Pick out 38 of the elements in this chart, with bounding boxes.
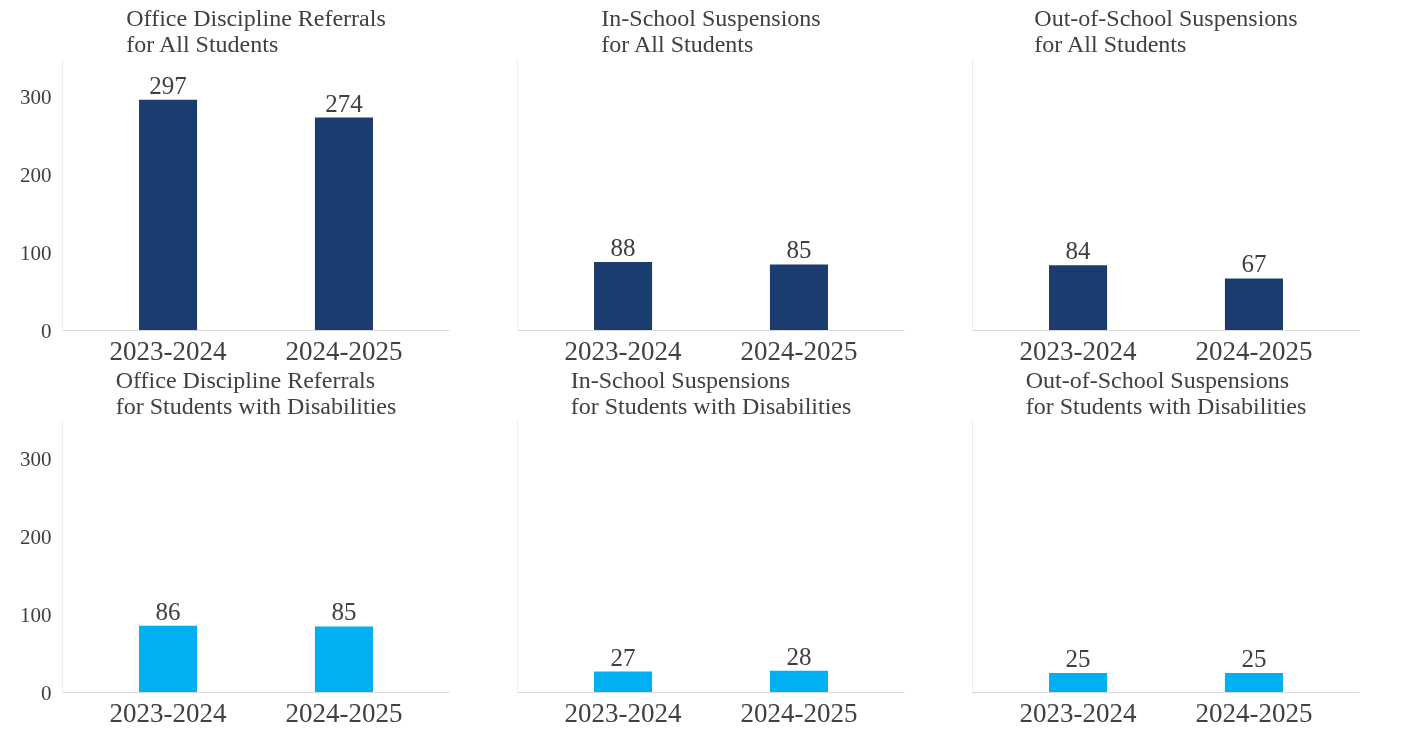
x-tick-label: 2024-2025: [1195, 335, 1313, 366]
data-label: 25: [1065, 645, 1091, 673]
data-label: 27: [610, 643, 636, 671]
y-tick-label: 300: [20, 85, 52, 110]
x-tick-label: 2023-2024: [564, 335, 683, 366]
data-label: 88: [610, 234, 636, 262]
data-label: 86: [155, 597, 181, 625]
x-tick-label: 2023-2024: [109, 335, 228, 366]
data-label: 85: [786, 236, 812, 264]
chart-title: Out-of-School Suspensions for Students with Disabilities: [1025, 366, 1307, 419]
y-tick-label: 0: [41, 318, 52, 343]
y-tick-label: 0: [41, 680, 52, 705]
y-tick-label: 300: [20, 447, 52, 472]
x-tick-label: 2024-2025: [740, 697, 858, 728]
data-label: 274: [325, 89, 364, 117]
y-tick-label: 200: [20, 525, 52, 550]
data-label: 67: [1241, 250, 1267, 278]
chart-title: Office Discipline Referrals for Students with Disabilities: [115, 366, 397, 419]
x-tick-label: 2024-2025: [285, 697, 403, 728]
x-tick-label: 2024-2025: [1195, 697, 1313, 728]
x-tick-label: 2023-2024: [564, 697, 683, 728]
x-tick-label: 2023-2024: [1019, 335, 1138, 366]
chart-title: Office Discipline Referrals for All Students: [126, 4, 386, 57]
x-tick-label: 2023-2024: [109, 697, 228, 728]
data-label: 297: [149, 71, 187, 99]
data-label: 28: [786, 642, 812, 670]
chart-title: In-School Suspensions for Students with Disabilities: [570, 366, 852, 419]
chart-title: Out-of-School Suspensions for All Students: [1034, 4, 1298, 57]
x-tick-label: 2024-2025: [285, 335, 403, 366]
data-label: 85: [331, 598, 357, 626]
x-tick-label: 2024-2025: [740, 335, 858, 366]
x-tick-label: 2023-2024: [1019, 697, 1138, 728]
data-label: 84: [1065, 237, 1092, 265]
y-tick-label: 200: [20, 163, 52, 188]
y-tick-label: 100: [20, 240, 52, 265]
data-label: 25: [1241, 645, 1267, 673]
y-tick-label: 100: [20, 602, 52, 627]
chart-title: In-School Suspensions for All Students: [601, 4, 821, 57]
